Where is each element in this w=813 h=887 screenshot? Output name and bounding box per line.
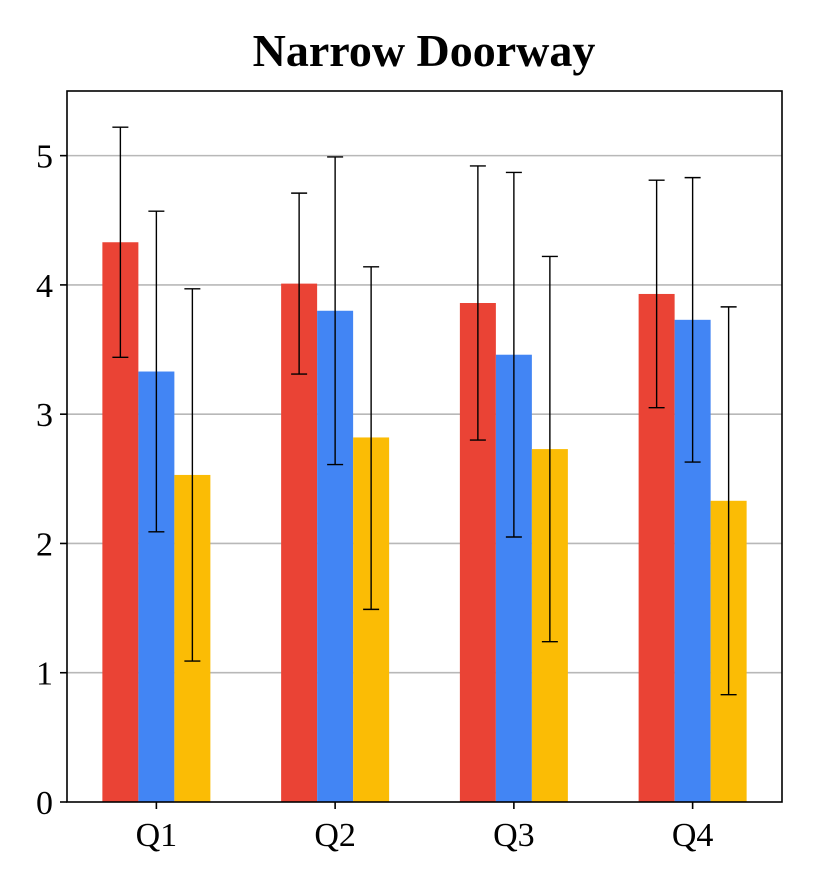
x-axis: Q1 Q2 Q3 Q4	[136, 802, 714, 854]
plot-frame	[66, 90, 783, 803]
x-tick-label: Q4	[672, 817, 714, 854]
x-tick-label: Q2	[314, 817, 356, 854]
x-tick-label: Q3	[493, 817, 535, 854]
chart-title: Narrow Doorway	[253, 25, 596, 76]
y-tick-label: 1	[36, 656, 53, 693]
bars-group	[102, 242, 747, 803]
y-tick-label: 0	[36, 785, 53, 822]
y-tick-label: 2	[36, 526, 53, 563]
error-bars-group	[112, 126, 737, 696]
y-tick-label: 3	[36, 397, 53, 434]
y-axis: 0 1 2 3 4 5	[36, 139, 67, 822]
y-tick-label: 5	[36, 139, 53, 176]
x-tick-label: Q1	[136, 817, 178, 854]
y-tick-label: 4	[36, 268, 53, 305]
